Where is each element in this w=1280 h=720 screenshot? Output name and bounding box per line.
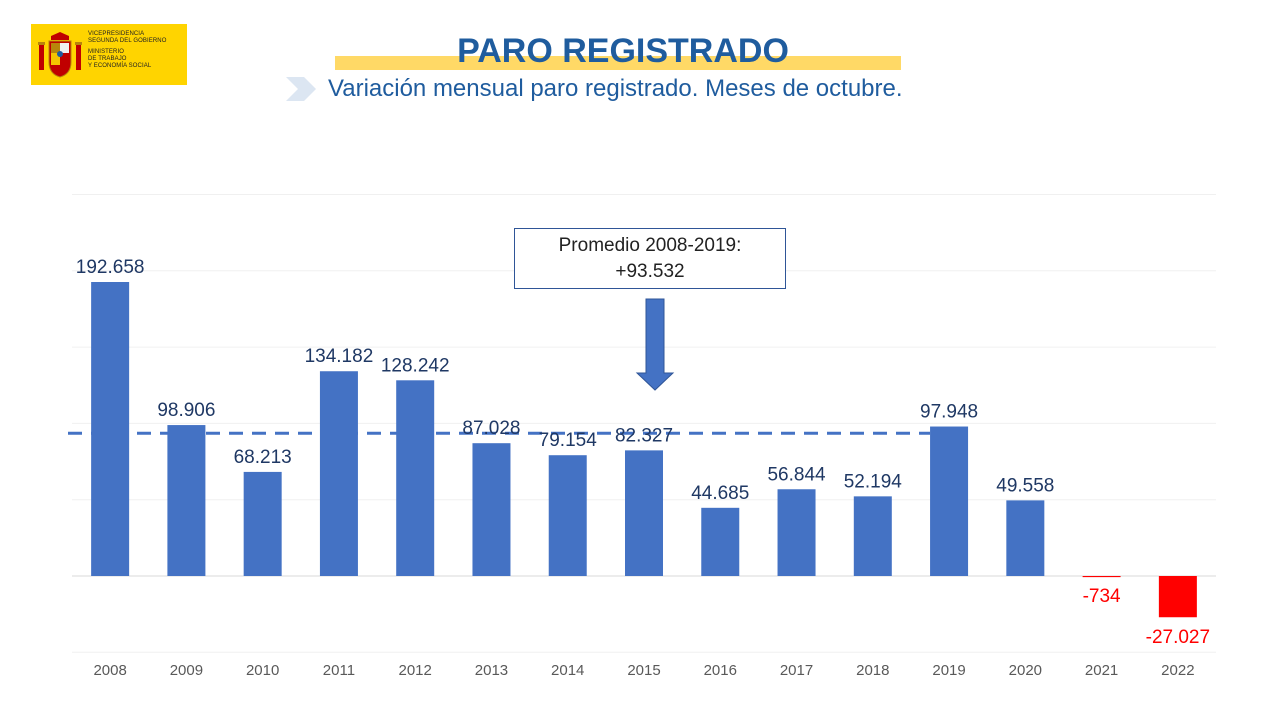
bar-2012 [396, 380, 435, 576]
bar-2020 [1006, 500, 1045, 576]
x-tick-label: 2012 [399, 662, 432, 679]
x-tick-label: 2022 [1161, 662, 1194, 679]
logo-line: Y ECONOMÍA SOCIAL [88, 63, 152, 69]
logo-line: MINISTERIO [88, 49, 125, 55]
x-tick-label: 2013 [475, 662, 508, 679]
chart-x-axis: 2008 2009 2010 2011 2012 2013 2014 2015 2016 2017… [93, 662, 1194, 679]
coat-of-arms-icon [38, 32, 82, 78]
data-label-2009: 98.906 [157, 400, 215, 421]
x-tick-label: 2008 [93, 662, 126, 679]
x-tick-label: 2015 [627, 662, 660, 679]
x-tick-label: 2011 [323, 662, 355, 679]
bar-2018 [853, 496, 892, 576]
data-label-2008: 192.658 [76, 257, 145, 278]
page-title: PARO REGISTRADO [457, 32, 789, 70]
logo-text: VICEPRESIDENCIA SEGUNDA DEL GOBIERNO MIN… [88, 31, 166, 70]
x-tick-label: 2020 [1009, 662, 1042, 679]
data-label-2020: 49.558 [996, 475, 1054, 496]
bar-2010 [243, 471, 282, 576]
data-label-2013: 87.028 [462, 418, 520, 439]
bar-2022 [1158, 576, 1197, 618]
bar-2015 [625, 450, 663, 576]
x-tick-label: 2018 [856, 662, 889, 679]
x-tick-label: 2016 [704, 662, 737, 679]
x-tick-label: 2017 [780, 662, 813, 679]
bar-2013 [472, 443, 511, 576]
page-subtitle: Variación mensual paro registrado. Meses… [328, 75, 903, 102]
ministry-logo: VICEPRESIDENCIA SEGUNDA DEL GOBIERNO MIN… [31, 24, 187, 85]
data-label-2015: 82.327 [615, 425, 673, 446]
bar-2017 [777, 489, 816, 576]
x-tick-label: 2021 [1085, 662, 1118, 679]
bar-2009 [167, 425, 206, 576]
data-label-2019: 97.948 [920, 402, 978, 423]
bar-2014 [548, 455, 587, 576]
bar-2021 [1082, 576, 1121, 578]
title-highlight [335, 56, 901, 70]
bar-2008 [91, 282, 130, 576]
chevron-right-icon [286, 77, 316, 101]
x-tick-label: 2009 [170, 662, 203, 679]
callout-line-2: +93.532 [615, 261, 685, 282]
callout-line-1: Promedio 2008-2019: [558, 235, 742, 256]
average-callout: Promedio 2008-2019: +93.532 [514, 228, 786, 289]
x-tick-label: 2014 [551, 662, 584, 679]
chart-bars [91, 282, 1197, 618]
bar-2019 [930, 426, 969, 576]
data-label-2016: 44.685 [691, 483, 749, 504]
data-label-2018: 52.194 [844, 471, 903, 492]
data-label-2021: -734 [1083, 586, 1121, 607]
data-label-2012: 128.242 [381, 355, 450, 376]
callout-arrow [635, 298, 675, 391]
logo-line: VICEPRESIDENCIA [88, 31, 145, 37]
x-tick-label: 2019 [932, 662, 965, 679]
logo-line: DE TRABAJO [88, 56, 127, 62]
logo-line: SEGUNDA DEL GOBIERNO [88, 38, 167, 44]
x-tick-label: 2010 [246, 662, 279, 679]
data-label-2017: 56.844 [767, 464, 826, 485]
chart-data-labels: 192.658 98.906 68.213 134.182 128.242 87.028 7… [76, 257, 1210, 648]
data-label-2022: -27.027 [1146, 627, 1210, 648]
data-label-2010: 68.213 [234, 447, 292, 468]
data-label-2011: 134.182 [305, 346, 374, 367]
bar-2016 [701, 507, 740, 576]
down-arrow-icon [635, 298, 675, 391]
data-label-2014: 79.154 [539, 430, 598, 451]
bar-2011 [319, 371, 358, 576]
